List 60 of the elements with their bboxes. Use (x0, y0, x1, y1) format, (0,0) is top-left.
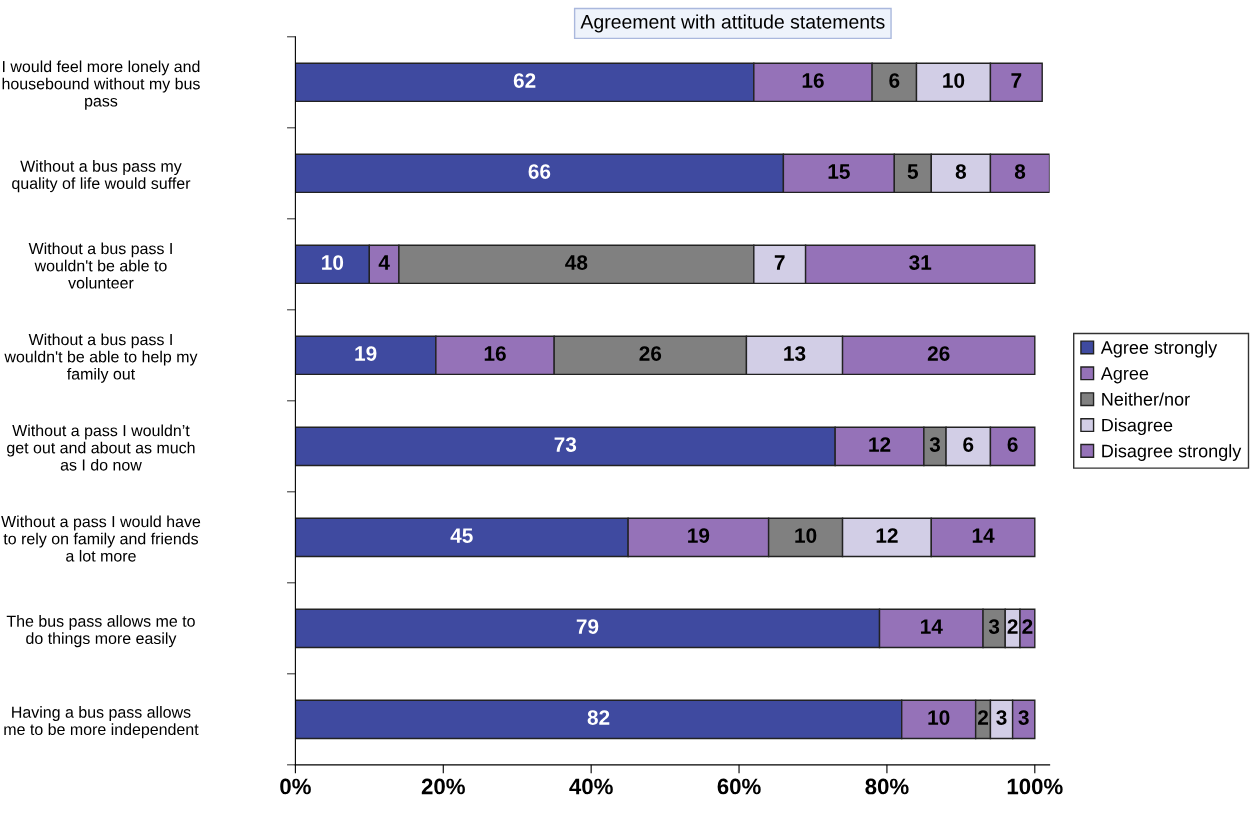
legend-label: Disagree (1102, 418, 1173, 436)
data-label: 48 (565, 255, 588, 270)
data-label: 6 (963, 437, 974, 452)
x-tick-label: 0% (280, 778, 311, 795)
y-tick-label: Having a bus pass allows me to be more independent (4, 706, 199, 739)
data-label: 8 (955, 164, 967, 179)
data-label: 6 (889, 73, 900, 88)
data-label: 7 (1011, 73, 1022, 88)
data-label: 19 (688, 528, 710, 543)
y-tick-label: Without a bus pass I wouldn't be able to volunteer (28, 242, 172, 289)
legend-label: Disagree strongly (1102, 444, 1242, 461)
data-label: 16 (802, 73, 824, 88)
x-tick-label: 40% (569, 778, 613, 795)
data-label: 66 (528, 164, 551, 179)
data-label: 31 (909, 255, 932, 270)
data-label: 62 (513, 73, 536, 88)
x-tick-label: 80% (865, 778, 909, 795)
data-label: 3 (1018, 710, 1029, 725)
data-label: 7 (774, 255, 785, 270)
y-tick-label: I would feel more lonely and housebound without my bus pass (2, 60, 200, 110)
y-tick-label: Without a pass I would have to rely on family and friends a lot more (1, 515, 201, 562)
data-label: 15 (828, 164, 850, 179)
y-tick-label: The bus pass allows me to do things more easily (6, 615, 195, 648)
data-label: 4 (378, 255, 390, 270)
y-tick-label: Without a bus pass I wouldn't be able to help my family out (4, 333, 198, 383)
data-label: 2 (977, 710, 989, 725)
data-label: 13 (784, 346, 806, 361)
data-label: 8 (1014, 164, 1026, 179)
data-label: 3 (929, 437, 941, 452)
data-label: 3 (996, 710, 1007, 725)
x-tick-label: 100% (1007, 778, 1063, 795)
data-label: 2 (1022, 619, 1033, 634)
data-label: 10 (322, 255, 344, 270)
data-label: 82 (587, 710, 610, 725)
data-label: 79 (576, 619, 599, 634)
data-label: 10 (943, 73, 965, 88)
data-label: 10 (795, 528, 817, 543)
data-label: 26 (639, 346, 662, 361)
legend-label: Neither/nor (1102, 392, 1190, 406)
y-tick-label: Without a pass I wouldn’t get out and about as much as I do now (7, 424, 195, 471)
x-tick-label: 20% (421, 778, 465, 795)
data-label: 10 (928, 710, 950, 725)
data-label: 12 (876, 528, 898, 543)
y-tick-label: Without a bus pass my quality of life would suffer (12, 160, 191, 193)
data-label: 19 (355, 346, 377, 361)
data-label: 3 (988, 619, 1000, 634)
data-label: 14 (972, 528, 995, 543)
data-label: 6 (1007, 437, 1018, 452)
data-label: 45 (450, 528, 473, 543)
data-label: 26 (927, 346, 950, 361)
data-label: 2 (1007, 619, 1018, 634)
data-label: 16 (484, 346, 506, 361)
data-label: 12 (869, 437, 891, 452)
legend-label: Agree strongly (1100, 340, 1218, 358)
legend-label: Agree (1100, 367, 1149, 384)
data-label: 14 (921, 619, 943, 634)
data-label: 73 (554, 437, 577, 452)
chart-title: Agreement with attitude statements (580, 14, 885, 33)
x-tick-label: 60% (717, 778, 761, 795)
data-label: 5 (907, 164, 919, 179)
